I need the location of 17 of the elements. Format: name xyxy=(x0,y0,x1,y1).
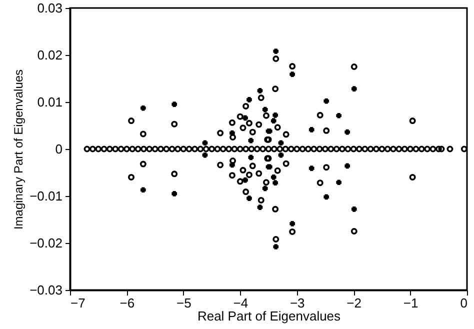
y-tick-label: 0.02 xyxy=(37,48,62,62)
x-axis-title: Real Part of Eigenvalues xyxy=(197,308,342,324)
x-tick-label: −2 xyxy=(346,296,362,310)
x-tick-label: −7 xyxy=(70,296,86,310)
y-axis-title: Imaginary Part of Eigenvalues xyxy=(12,69,26,230)
y-tick-label: −0.01 xyxy=(30,188,62,204)
x-tick-label: 0 xyxy=(460,296,468,310)
y-tick-label: 0.03 xyxy=(37,0,62,16)
x-tick-label: −1 xyxy=(403,296,418,310)
y-tick-label: −0.02 xyxy=(30,236,62,250)
y-tick-label: 0.01 xyxy=(37,94,62,110)
x-tick-label: −5 xyxy=(176,296,192,310)
x-tick-label: −4 xyxy=(233,296,248,310)
y-tick-label: 0 xyxy=(55,142,62,156)
y-tick-label: −0.03 xyxy=(30,282,62,298)
x-tick-label: −6 xyxy=(120,296,135,310)
x-tick-label: −3 xyxy=(290,296,305,310)
